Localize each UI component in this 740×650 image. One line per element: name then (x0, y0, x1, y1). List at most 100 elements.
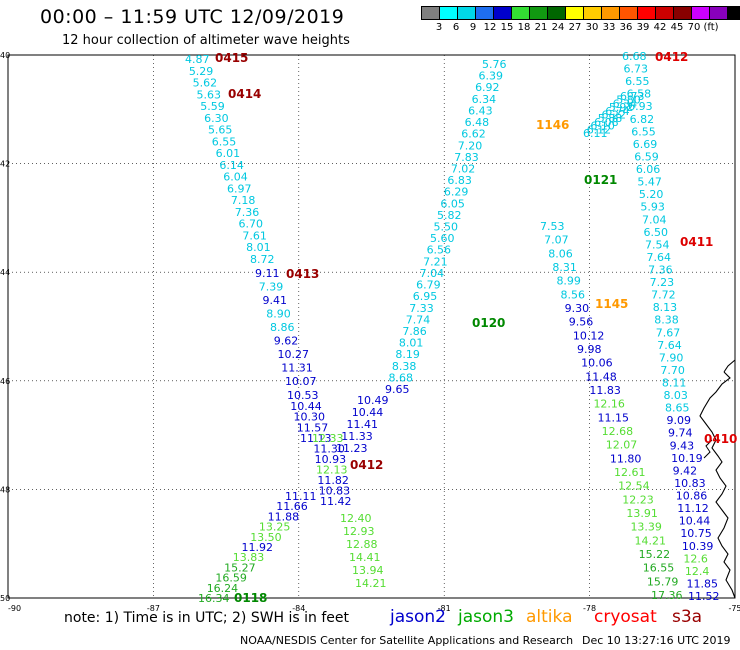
swh-value-label: 8.01 (246, 241, 270, 254)
swh-value-label: 11.33 (341, 430, 373, 443)
swh-value-label: 5.50 (434, 221, 459, 234)
swh-value-label: 7.23 (650, 276, 675, 289)
swh-value-label: 8.72 (250, 253, 275, 266)
swh-value-label: 7.53 (540, 220, 565, 233)
latitude-tick-label: 44 (0, 268, 10, 277)
swh-value-label: 12.93 (343, 525, 375, 538)
swh-value-label: 13.91 (626, 507, 658, 520)
swh-value-label: 8.13 (653, 301, 678, 314)
swh-value-label: 7.33 (409, 302, 434, 315)
swh-value-label: 7.64 (647, 251, 672, 264)
swh-value-label: 8.38 (654, 314, 679, 327)
swh-value-label: 6.62 (461, 128, 486, 141)
swh-value-label: 6.06 (636, 163, 661, 176)
color-swatch (548, 7, 566, 19)
color-swatch (494, 7, 512, 19)
swh-value-label: 11.23 (336, 442, 368, 455)
swh-value-label: 11.88 (268, 510, 300, 523)
swh-value-label: 6.39 (479, 70, 504, 83)
swh-value-label: 11.92 (242, 541, 274, 554)
swh-value-label: 16.55 (643, 562, 675, 575)
swh-value-label: 5.60 (430, 232, 455, 245)
swh-value-label: 11.57 (297, 421, 329, 434)
swh-value-label: 16.24 (207, 582, 239, 595)
satellite-legend-item: cryosat (594, 607, 657, 627)
swh-value-label: 6.11 (583, 127, 608, 140)
swh-value-label: 7.70 (660, 364, 685, 377)
swh-value-label: 7.04 (420, 267, 445, 280)
swh-value-label: 7.02 (451, 162, 476, 175)
swh-value-label: 10.07 (285, 375, 317, 388)
longitude-tick-label: -90 (8, 604, 21, 613)
swh-value-label: 12.88 (346, 538, 378, 551)
swh-value-label: 12.33 (312, 432, 344, 445)
color-scale-label: (ft) (703, 22, 719, 33)
swh-value-label: 6.95 (413, 290, 438, 303)
swh-value-label: 15.22 (639, 548, 671, 561)
swh-value-label: 9.56 (569, 316, 594, 329)
swh-value-label: 6.83 (447, 174, 472, 187)
swh-value-label: 6.34 (613, 97, 638, 110)
pass-time-label: 0414 (228, 87, 261, 101)
swh-value-label: 6.10 (590, 120, 615, 133)
color-swatch (422, 7, 440, 19)
swh-value-label: 6.30 (204, 112, 229, 125)
latitude-tick-label: 42 (0, 160, 10, 169)
swh-value-label: 7.72 (651, 289, 676, 302)
swh-value-label: 7.36 (648, 263, 673, 276)
swh-value-label: 4.87 (185, 53, 210, 66)
color-swatch (440, 7, 458, 19)
swh-value-label: 5.65 (208, 124, 233, 137)
pass-time-label: 0120 (472, 316, 505, 330)
swh-value-label: 5.29 (189, 65, 214, 78)
swh-value-label: 12.68 (602, 425, 634, 438)
swh-value-label: 6.56 (427, 244, 452, 257)
swh-value-label: 6.12 (587, 123, 612, 136)
swh-value-label: 5.88 (598, 112, 623, 125)
swh-value-label: 8.68 (388, 371, 413, 384)
swh-value-label: 13.39 (630, 521, 662, 534)
color-scale-label: 45 (670, 22, 684, 33)
swh-value-label: 7.39 (259, 281, 284, 294)
swh-value-label: 10.19 (671, 452, 703, 465)
coastline (699, 371, 736, 599)
pass-time-label: 0412 (350, 458, 383, 472)
swh-value-label: 11.83 (589, 384, 621, 397)
swh-value-label: 10.83 (674, 477, 706, 490)
swh-value-label: 9.98 (577, 343, 602, 356)
swh-value-label: 15.79 (647, 575, 679, 588)
swh-value-label: 6.74 (605, 105, 630, 118)
coastline (723, 359, 736, 373)
swh-value-label: 10.30 (294, 411, 326, 424)
pass-time-label: 0413 (286, 267, 319, 281)
swh-value-label: 8.31 (552, 261, 577, 274)
longitude-tick-label: -75 (728, 604, 740, 613)
swh-value-label: 7.21 (423, 255, 448, 268)
swh-value-label: 6.05 (440, 197, 465, 210)
swh-value-label: 11.30 (313, 443, 345, 456)
swh-value-label: 9.41 (263, 294, 288, 307)
latitude-tick-label: 40 (0, 51, 10, 60)
swh-value-label: 5.20 (639, 188, 664, 201)
swh-value-label: 10.44 (679, 515, 711, 528)
swh-value-label: 6.58 (627, 88, 652, 101)
swh-value-label: 6.50 (643, 226, 668, 239)
swh-value-label: 5.59 (200, 100, 225, 113)
swh-value-label: 17.36 (651, 589, 683, 602)
pass-time-label: 0415 (215, 51, 248, 65)
color-scale-label: 6 (452, 22, 460, 33)
swh-value-label: 5.92 (609, 101, 634, 114)
color-scale-label: 30 (585, 22, 599, 33)
swh-value-label: 6.73 (624, 63, 649, 76)
swh-value-label: 10.44 (290, 400, 322, 413)
swh-value-label: 5.47 (637, 176, 662, 189)
satellite-legend-item: altika (526, 607, 573, 627)
swh-value-label: 8.01 (399, 337, 424, 350)
swh-value-label: 11.66 (276, 500, 308, 513)
swh-value-label: 7.83 (454, 151, 479, 164)
swh-value-label: 6.69 (633, 138, 658, 151)
color-scale-label: 15 (500, 22, 514, 33)
swh-value-label: 12.13 (316, 464, 348, 477)
color-scale-label: 39 (636, 22, 650, 33)
swh-value-label: 12.6 (683, 552, 708, 565)
